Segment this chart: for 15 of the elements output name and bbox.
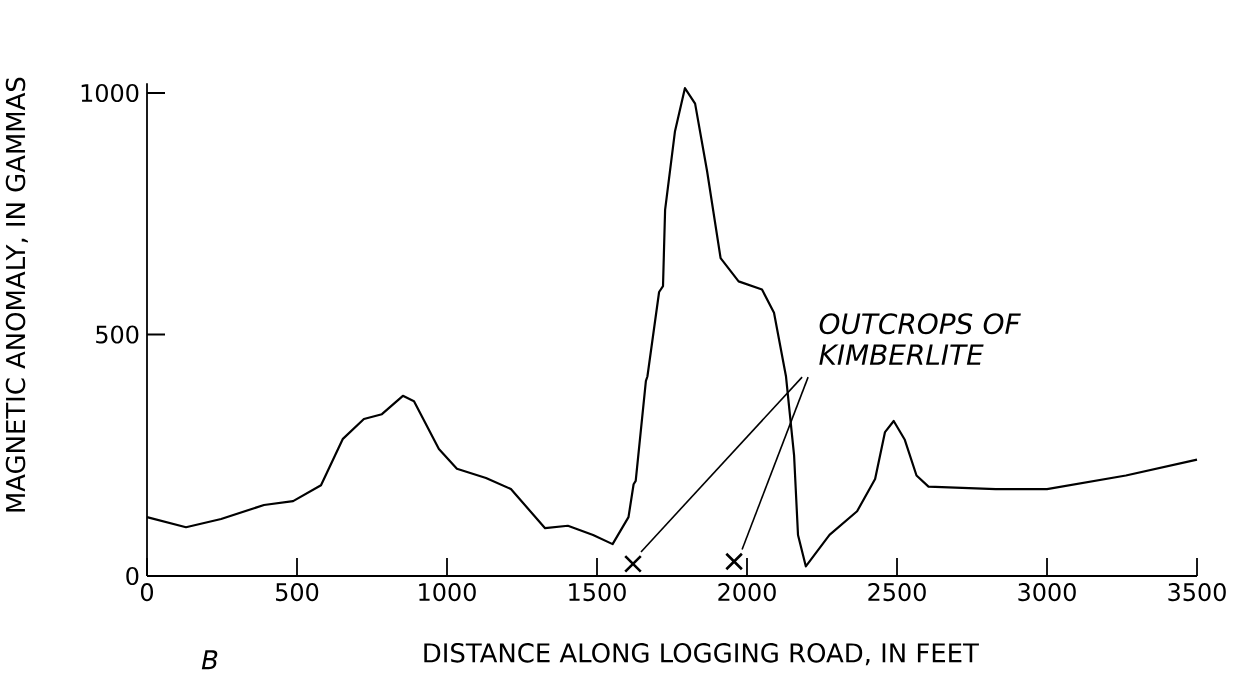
x-tick-label: 2500 bbox=[868, 583, 926, 602]
text: B bbox=[201, 650, 218, 670]
y-tick-label: 500 bbox=[96, 325, 139, 344]
y-tick-label: 0 bbox=[126, 566, 139, 586]
x-tick-label: 500 bbox=[276, 583, 319, 602]
x-axis-title: DISTANCE ALONG LOGGING ROAD, IN FEET bbox=[424, 643, 979, 666]
x-tick-label: 0 bbox=[140, 583, 154, 602]
x-tick-label: 3000 bbox=[1018, 583, 1076, 602]
annotation: OUTCROPS OF KIMBERLITE bbox=[819, 313, 1021, 365]
x-tick-label: 1000 bbox=[419, 583, 476, 602]
x-tick-label: 1500 bbox=[569, 583, 626, 602]
y-axis-title: MAGNETIC ANOMALY, IN GAMMAS bbox=[5, 77, 28, 512]
x-tick-label: 2000 bbox=[718, 583, 776, 602]
y-tick-label: 1000 bbox=[81, 83, 139, 103]
x-tick-label: 3500 bbox=[1168, 583, 1226, 602]
